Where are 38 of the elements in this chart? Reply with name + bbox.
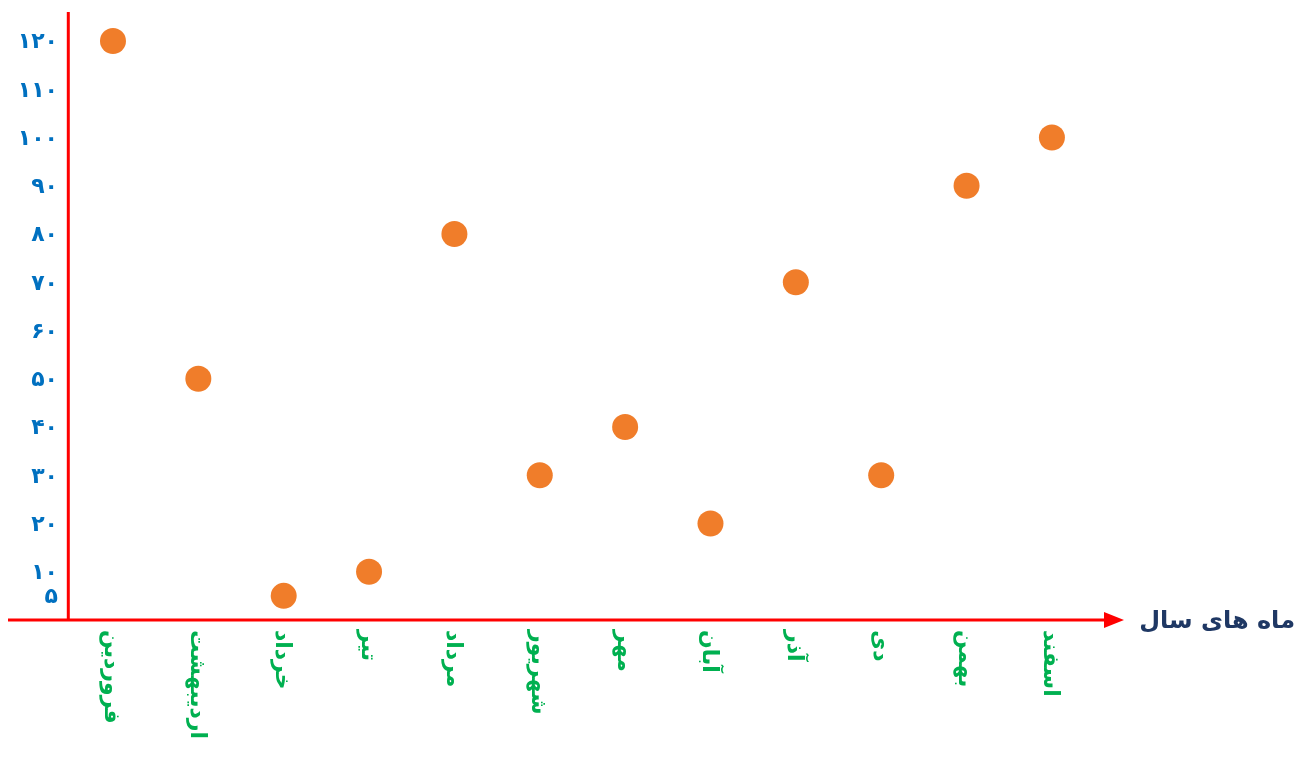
x-tick-label: اسفند xyxy=(1039,630,1065,697)
y-tick-label: ۱۰۰ xyxy=(17,124,58,150)
point xyxy=(99,27,126,54)
x-tick-label: مهر xyxy=(611,629,638,672)
y-tick-label: ۴۰ xyxy=(31,414,58,440)
y-tick-label: ۹۰ xyxy=(31,173,58,199)
y-tick-label: ۳۰ xyxy=(31,462,58,488)
point xyxy=(185,365,212,392)
point xyxy=(526,462,553,489)
y-tick-label: ۵ xyxy=(44,583,58,609)
point xyxy=(612,413,639,440)
point xyxy=(782,269,809,296)
point xyxy=(441,220,468,247)
point xyxy=(270,582,297,609)
y-tick-label: ۱۲۰ xyxy=(17,28,58,54)
x-axis-title: ماه های سال xyxy=(1139,606,1295,634)
x-tick-label: فروردین xyxy=(99,630,126,724)
x-tick-label: آبان xyxy=(697,630,725,674)
y-tick-label: ۷۰ xyxy=(31,269,58,295)
x-tick-label: شهریور xyxy=(526,629,553,715)
x-tick-label: آذر xyxy=(783,629,811,662)
x-tick-label: دی xyxy=(868,630,894,662)
point xyxy=(953,172,980,199)
x-tick-label: مرداد xyxy=(440,630,467,688)
point xyxy=(697,510,724,537)
y-tick-label: ۲۰ xyxy=(31,510,58,536)
x-tick-label: اردیبهشت xyxy=(184,630,211,739)
point xyxy=(868,462,895,489)
y-tick-label: ۶۰ xyxy=(31,317,58,343)
y-tick-label: ۵۰ xyxy=(31,366,58,392)
x-tick-label: خرداد xyxy=(270,630,297,690)
y-tick-label: ۸۰ xyxy=(31,221,58,247)
point xyxy=(356,558,383,585)
y-tick-label: ۱۱۰ xyxy=(17,76,58,102)
x-tick-label: تیر xyxy=(355,629,382,661)
point xyxy=(1038,124,1065,151)
x-tick-label: بهمن xyxy=(953,630,980,688)
y-tick-label: ۱۰ xyxy=(31,559,58,585)
